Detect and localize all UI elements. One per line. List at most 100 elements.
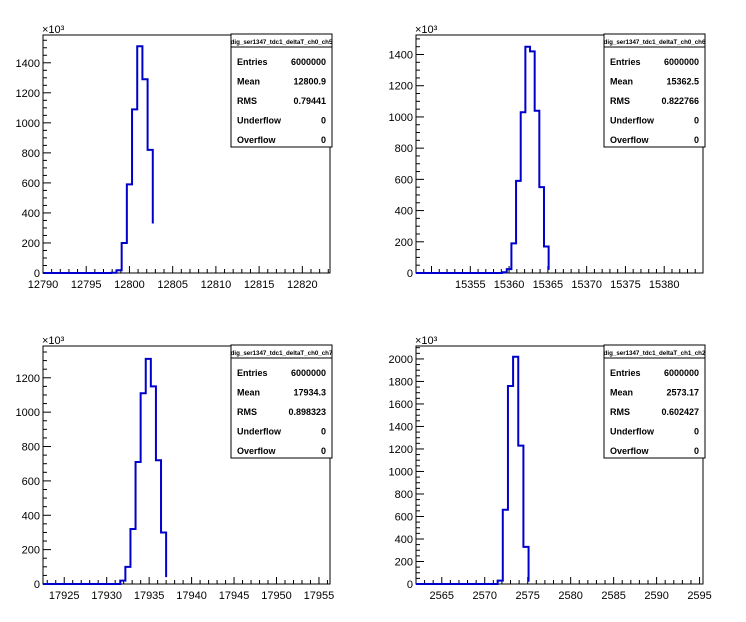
y-tick-label: 1200: [389, 444, 413, 456]
x-tick-label: 15355: [455, 279, 486, 291]
histogram-bin: [507, 269, 512, 273]
x-tick-label: 12815: [244, 279, 275, 291]
stats-box-title: dig_ser1347_tdc1_deltaT_ch0_ch6: [604, 39, 706, 46]
x-tick-label: 12820: [287, 279, 318, 291]
x-tick-label: 2575: [515, 590, 539, 602]
histogram-bin: [518, 446, 523, 584]
stats-box-frame: [603, 33, 706, 148]
x-tick-label: 2585: [601, 590, 625, 602]
stats-value: 0: [694, 446, 699, 456]
histogram-bin: [539, 187, 544, 273]
y-tick-label: 600: [22, 178, 40, 190]
plot-frame: [415, 345, 704, 585]
y-axis: 0 200 400 600 800 1000 1200 1400 ×10³: [389, 24, 438, 280]
y-tick-label: 1200: [16, 88, 40, 100]
histogram-pad-2: 15355 15360 15365 15370 15375 15380 0 200 400 600…: [389, 24, 706, 291]
y-tick-label: 400: [395, 534, 413, 546]
y-tick-label: 1000: [389, 112, 413, 124]
histogram-series: [43, 357, 168, 585]
y-tick-label: 400: [22, 510, 40, 522]
y-tick-label: 800: [22, 148, 40, 160]
x-tick-label: 17930: [91, 590, 122, 602]
y-tick-label: 2000: [389, 354, 413, 366]
x-tick-label: 2580: [558, 590, 582, 602]
x-tick-label: 12795: [71, 279, 102, 291]
x-tick-label: 12790: [28, 279, 59, 291]
stats-label: Underflow: [610, 427, 655, 437]
histogram-bin: [516, 181, 521, 273]
x-tick-label: 15360: [494, 279, 525, 291]
stats-value: 0: [694, 116, 699, 126]
stats-label: Overflow: [237, 446, 277, 456]
y-axis: 0 200 400 600 800 1000 1200 1400 1600 1800 2000×10…: [389, 335, 438, 591]
stats-label: RMS: [237, 407, 257, 417]
y-tick-label: 600: [395, 511, 413, 523]
histogram-series: [416, 45, 550, 274]
y-tick-label: 400: [395, 206, 413, 218]
stats-label: Underflow: [237, 116, 282, 126]
stats-value: 0.79441: [293, 96, 326, 106]
stats-label: Underflow: [237, 427, 282, 437]
stats-label: RMS: [237, 96, 257, 106]
stats-value: 0: [321, 135, 326, 145]
histogram-bin: [146, 359, 151, 584]
x-tick-label: 15375: [610, 279, 641, 291]
x-tick-label: 17955: [304, 590, 335, 602]
x-tick-label: 2570: [473, 590, 497, 602]
histogram-bin: [151, 386, 156, 584]
x-tick-label: 2595: [687, 590, 711, 602]
plot-frame: [42, 345, 331, 585]
y-tick-label: 200: [22, 238, 40, 250]
y-axis: 0 200 400 600 800 1000 1200 1400 ×10³: [16, 24, 65, 280]
stats-box-frame: [230, 344, 333, 459]
stats-label: Entries: [610, 368, 641, 378]
x-tick-label: 2590: [644, 590, 668, 602]
x-axis: 2565 2570 2575 2580 2585 2590 2595: [415, 577, 712, 602]
x-tick-label: 12810: [201, 279, 232, 291]
stats-box-frame: [603, 344, 706, 459]
histogram-pad-1: 12790 12795 12800 12805 12810 12815 12820 0 200 4…: [16, 24, 333, 291]
histogram-bin: [511, 243, 516, 273]
histogram-bin: [161, 532, 166, 584]
x-tick-label: 15380: [649, 279, 680, 291]
y-tick-label: 600: [22, 476, 40, 488]
histogram-bin: [125, 567, 130, 584]
stats-label: Mean: [237, 388, 260, 398]
y-tick-label: 1200: [389, 81, 413, 93]
plot-frame: [415, 34, 704, 274]
stats-box-title: dig_ser1347_tdc1_deltaT_ch1_ch2: [604, 350, 706, 357]
y-tick-label: 1600: [389, 399, 413, 411]
histogram-pad-4: 2565 2570 2575 2580 2585 2590 2595 0 200 400 600 80…: [389, 335, 712, 602]
stats-value: 6000000: [291, 57, 326, 67]
stats-label: Mean: [610, 388, 633, 398]
y-multiplier-label: ×10³: [415, 24, 438, 36]
histogram-bin: [502, 272, 507, 273]
histogram-bin: [498, 581, 503, 584]
y-tick-label: 0: [407, 579, 413, 591]
x-tick-label: 15365: [533, 279, 564, 291]
y-tick-label: 0: [407, 268, 413, 280]
y-tick-label: 1000: [16, 407, 40, 419]
histogram-bin: [148, 150, 153, 273]
x-tick-label: 17935: [134, 590, 165, 602]
stats-label: Underflow: [610, 116, 655, 126]
x-tick-label: 2565: [430, 590, 454, 602]
histogram-bin: [142, 79, 147, 273]
stats-value: 0.898323: [288, 407, 326, 417]
histogram-bins: [502, 47, 549, 273]
y-tick-label: 200: [395, 237, 413, 249]
x-axis: 12790 12795 12800 12805 12810 12815 12820: [28, 266, 329, 291]
stats-label: Overflow: [610, 446, 650, 456]
stats-label: Entries: [237, 368, 268, 378]
y-tick-label: 1800: [389, 376, 413, 388]
x-axis: 15355 15360 15365 15370 15375 15380: [415, 266, 704, 291]
stats-value: 12800.9: [293, 77, 326, 87]
y-tick-label: 1400: [16, 58, 40, 70]
y-tick-label: 0: [34, 579, 40, 591]
histogram-bins: [111, 46, 152, 273]
histogram-bin: [120, 581, 125, 584]
histogram-series: [43, 45, 154, 274]
y-tick-label: 1400: [389, 50, 413, 62]
y-tick-label: 600: [395, 174, 413, 186]
histogram-bin: [503, 510, 508, 584]
